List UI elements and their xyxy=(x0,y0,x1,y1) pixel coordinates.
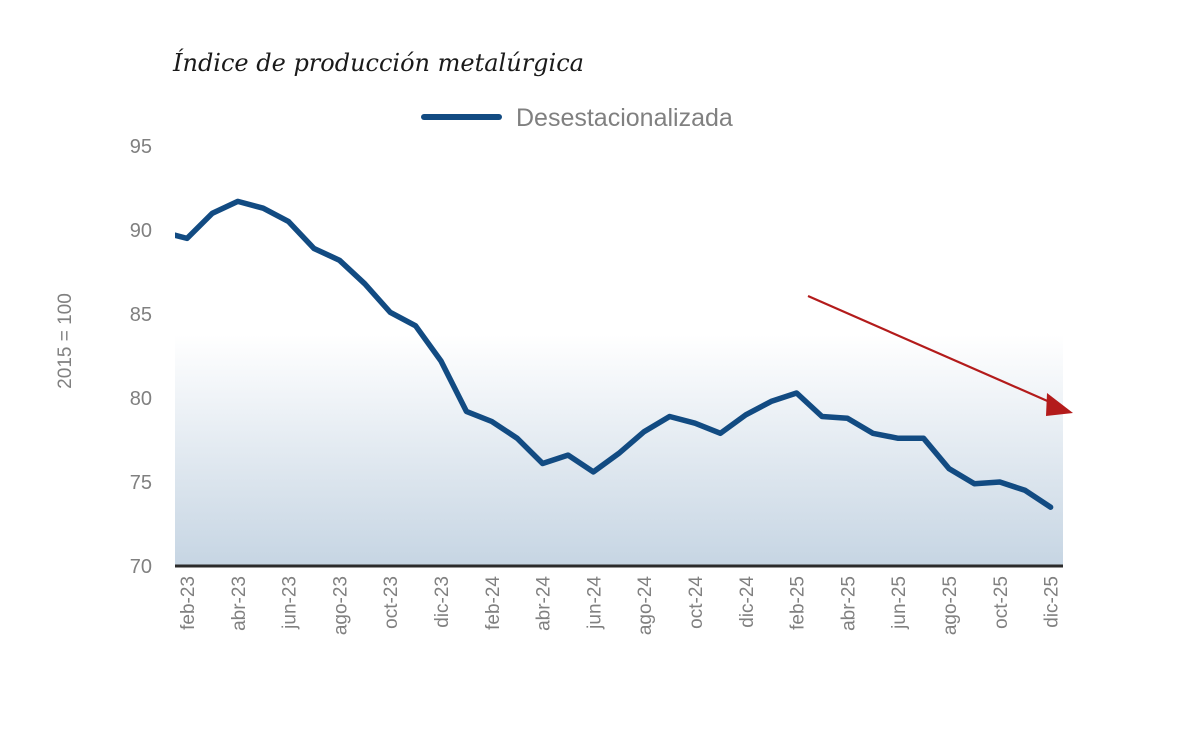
x-tick-label: oct-25 xyxy=(991,576,1012,629)
x-tick-label: feb-23 xyxy=(178,576,199,630)
trend-arrow xyxy=(807,294,1073,416)
y-tick-label: 70 xyxy=(130,556,152,578)
x-tick-label: feb-25 xyxy=(788,576,809,630)
y-tick-label: 95 xyxy=(130,136,152,158)
x-tick-label: ago-25 xyxy=(940,576,961,635)
x-tick-label: ago-23 xyxy=(330,576,351,635)
y-tick-label: 85 xyxy=(130,304,152,326)
arrow-head-icon xyxy=(1046,393,1073,416)
legend: Desestacionalizada xyxy=(421,104,733,132)
x-tick-label: abr-23 xyxy=(229,576,250,631)
arrow-shaft xyxy=(807,294,1053,405)
y-tick-label: 80 xyxy=(130,388,152,410)
x-tick-label: dic-24 xyxy=(737,576,758,628)
x-tick-label: dic-25 xyxy=(1042,576,1063,628)
x-tick-label: oct-24 xyxy=(686,576,707,629)
x-axis: feb-23 abr-23 jun-23 ago-23 oct-23 dic-23 feb-… xyxy=(178,576,1063,636)
x-tick-label: abr-24 xyxy=(534,576,555,631)
x-tick-label: jun-25 xyxy=(889,576,910,630)
x-tick-label: feb-24 xyxy=(483,576,504,630)
x-tick-label: abr-25 xyxy=(838,576,859,631)
chart-title: Índice de producción metalúrgica xyxy=(172,48,584,77)
x-tick-label: jun-24 xyxy=(584,576,605,630)
legend-label: Desestacionalizada xyxy=(516,104,733,132)
x-tick-label: jun-23 xyxy=(280,576,301,630)
y-axis-label: 2015 = 100 xyxy=(55,293,76,389)
x-tick-label: oct-23 xyxy=(381,576,402,629)
y-axis: 70 75 80 85 90 95 xyxy=(130,136,152,578)
plot-area xyxy=(175,146,1063,566)
y-tick-label: 90 xyxy=(130,220,152,242)
x-tick-label: dic-23 xyxy=(432,576,453,628)
series-line-desestacionalizada xyxy=(175,198,1054,510)
x-tick-label: ago-24 xyxy=(635,576,656,636)
y-tick-label: 75 xyxy=(130,472,152,494)
